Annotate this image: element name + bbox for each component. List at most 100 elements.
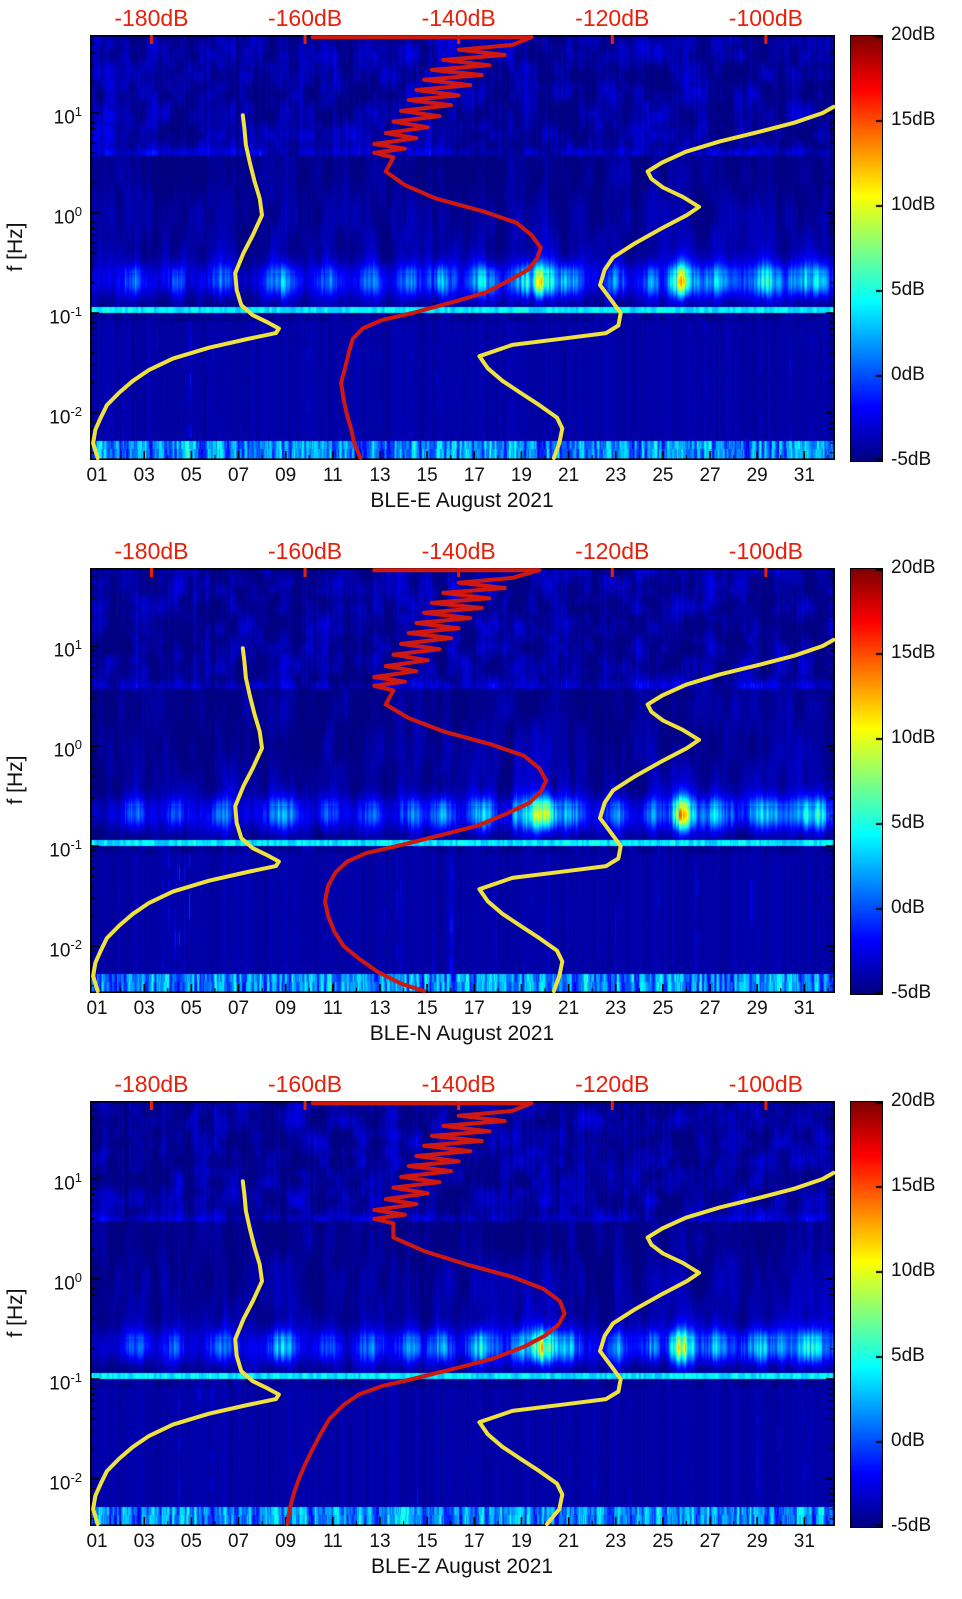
median-psd-curve [285,1101,567,1526]
y-axis-title: f [Hz] [4,222,27,272]
x-tick-label: 29 [746,998,768,1019]
colorbar-gradient [850,568,883,995]
y-tick-label: 10-2 [49,937,82,962]
high-noise-model-curve [477,1170,835,1526]
x-tick-label: 21 [558,998,580,1019]
x-tick-label: 29 [746,1531,768,1552]
top-axis-tick-label: -140dB [421,1071,496,1097]
colorbar-tick-label: 5dB [891,279,925,300]
top-axis-tick-label: -180dB [114,538,189,564]
x-tick-label: 17 [463,465,485,486]
x-tick-label: 01 [86,1531,108,1552]
colorbar-tick-label: -5dB [891,449,932,470]
x-tick-label: 03 [133,1531,155,1552]
x-tick-label: 29 [746,465,768,486]
x-tick-label: 31 [793,1531,815,1552]
plot-frame [90,35,835,460]
high-noise-model-curve [477,104,835,460]
x-axis-title: BLE-E August 2021 [370,489,554,512]
colorbar-tick-label: 20dB [891,1090,936,1111]
x-tick-label: 05 [180,465,202,486]
colorbar-tick-label: 5dB [891,812,925,833]
x-tick-label: 25 [652,998,674,1019]
spectrogram-panel-ble-z: f [Hz] BLE-Z August 2021 -180dB -160dB -14… [0,1066,962,1599]
top-axis-tick-label: -120dB [575,538,650,564]
median-psd-curve [323,568,549,993]
top-axis-tick-label: -160dB [267,538,343,564]
colorbar-tick-label: 0dB [891,1430,925,1451]
colorbar-tick-label: 15dB [891,1175,936,1196]
plot-frame [90,568,835,993]
y-tick-label: 100 [53,1270,82,1295]
plot-frame [90,1101,835,1526]
x-tick-label: 07 [227,998,250,1019]
x-tick-label: 11 [322,1531,343,1552]
x-tick-label: 13 [369,1531,391,1552]
colorbar-tick-label: -5dB [891,982,932,1003]
y-tick-label: 101 [53,637,82,662]
y-tick-label: 100 [53,204,82,229]
colorbar-tick-label: 10dB [891,727,936,748]
x-tick-label: 31 [793,998,815,1019]
top-axis-tick-label: -160dB [267,1071,343,1097]
y-tick-label: 10-2 [49,1470,82,1495]
x-tick-label: 03 [133,998,155,1019]
x-tick-label: 11 [322,998,343,1019]
x-tick-label: 27 [699,465,721,486]
y-tick-label: 10-1 [49,304,82,329]
colorbar-tick-label: 15dB [891,109,936,130]
x-tick-label: 01 [86,998,108,1019]
top-axis-tick-label: -180dB [114,5,189,31]
x-tick-label: 25 [652,465,674,486]
colorbar-tick-label: 20dB [891,557,936,578]
y-tick-label: 10-2 [49,404,82,429]
x-tick-label: 15 [416,465,438,486]
plot-area [90,568,835,993]
x-tick-label: 13 [369,998,391,1019]
y-tick-label: 10-1 [49,1370,82,1395]
x-tick-label: 21 [558,465,580,486]
x-tick-label: 25 [652,1531,674,1552]
x-tick-label: 13 [369,465,391,486]
median-psd-curve [310,35,543,460]
spectrogram-panel-ble-e: f [Hz] BLE-E August 2021 -180dB -160dB -14… [0,0,962,533]
spectrogram-panel-ble-n: f [Hz] BLE-N August 2021 -180dB -160dB -14… [0,533,962,1066]
y-axis-title: f [Hz] [4,755,27,805]
x-tick-label: 19 [510,998,533,1019]
top-axis-tick-label: -120dB [575,1071,650,1097]
x-tick-label: 19 [510,1531,533,1552]
low-noise-model-curve [91,113,281,460]
x-tick-label: 23 [605,1531,627,1552]
x-tick-label: 15 [416,1531,438,1552]
axes-and-curves-overlay [90,568,835,993]
top-axis-tick-label: -100dB [728,1071,803,1097]
top-axis-tick-label: -120dB [575,5,650,31]
colorbar-gradient [850,1101,883,1528]
spectrogram-heatmap [90,568,835,993]
x-tick-label: 09 [275,465,297,486]
axes-and-curves-overlay [90,35,835,460]
x-tick-label: 15 [416,998,438,1019]
y-tick-label: 100 [53,737,82,762]
x-tick-label: 05 [180,1531,202,1552]
top-axis-tick-label: -160dB [267,5,343,31]
colorbar-gradient [850,35,883,462]
x-axis-title: BLE-N August 2021 [369,1022,555,1045]
x-tick-label: 07 [227,465,250,486]
x-tick-label: 31 [793,465,815,486]
x-tick-label: 09 [275,998,297,1019]
x-tick-label: 23 [605,465,627,486]
low-noise-model-curve [91,646,281,993]
x-tick-label: 21 [558,1531,580,1552]
x-tick-label: 17 [463,998,485,1019]
plot-area [90,1101,835,1526]
x-tick-label: 05 [180,998,202,1019]
spectrogram-heatmap [90,35,835,460]
x-axis-title: BLE-Z August 2021 [370,1555,554,1578]
high-noise-model-curve [477,637,835,993]
top-axis-tick-label: -100dB [728,5,803,31]
x-tick-label: 01 [86,465,108,486]
y-tick-label: 101 [53,104,82,129]
spectrogram-heatmap [90,1101,835,1526]
